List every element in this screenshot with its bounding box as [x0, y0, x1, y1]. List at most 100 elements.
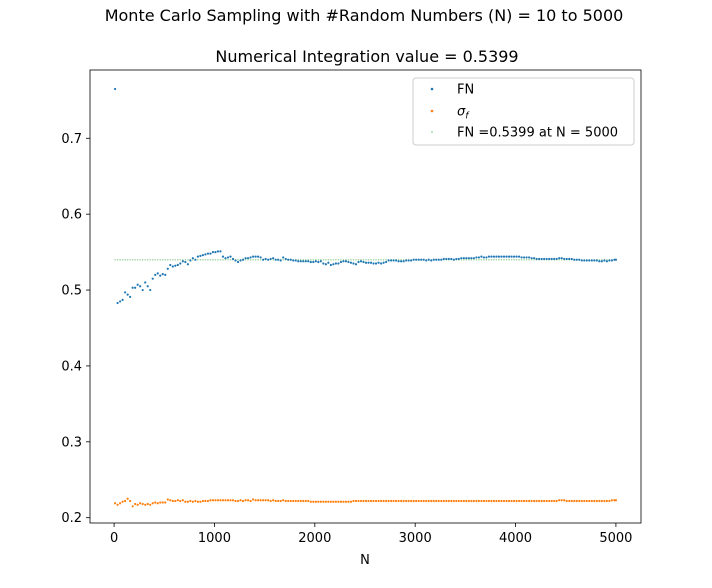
data-point-fn	[214, 251, 217, 254]
data-point-fn-reference	[229, 258, 232, 261]
data-point-sigma	[553, 499, 556, 503]
data-point-sigma	[442, 499, 445, 503]
data-point-fn-reference	[182, 258, 184, 261]
data-point-sigma	[470, 499, 473, 503]
data-point-fn	[502, 255, 506, 258]
data-point-fn-reference	[518, 258, 520, 261]
data-point-sigma	[545, 499, 548, 503]
data-point-sigma	[482, 499, 486, 503]
data-point-fn	[304, 260, 307, 263]
data-point-fn-reference	[222, 258, 224, 261]
data-point-fn	[568, 257, 571, 261]
data-point-sigma	[520, 499, 523, 503]
data-point-sigma	[129, 499, 132, 503]
data-point-fn-reference	[397, 258, 400, 261]
data-point-fn-reference	[330, 258, 332, 261]
data-point-fn	[359, 260, 363, 263]
x-tick-label: 5000	[599, 531, 632, 546]
data-point-fn-reference	[187, 258, 189, 261]
data-point-fn-reference	[483, 258, 485, 261]
chart-title: Monte Carlo Sampling with #Random Number…	[105, 6, 624, 25]
data-point-sigma	[605, 499, 608, 503]
data-point-sigma	[294, 499, 297, 503]
x-tick-label: 0	[110, 531, 118, 546]
series-layer	[113, 87, 618, 508]
x-tick-label: 3000	[399, 531, 432, 546]
data-point-fn-reference	[227, 258, 229, 261]
data-point-sigma	[510, 499, 513, 503]
data-point-sigma	[533, 499, 536, 503]
data-point-sigma	[613, 499, 616, 502]
data-point-sigma	[382, 499, 385, 503]
data-point-fn-reference	[367, 258, 370, 261]
data-point-fn	[284, 257, 287, 261]
data-point-sigma	[583, 499, 586, 503]
data-point-sigma	[505, 499, 508, 503]
data-point-fn-reference	[174, 258, 177, 261]
data-point-fn	[387, 259, 390, 262]
data-point-fn-reference	[508, 258, 510, 261]
data-point-fn	[415, 258, 418, 261]
data-point-fn	[467, 257, 470, 260]
data-point-fn	[226, 256, 230, 259]
data-point-sigma	[327, 500, 330, 503]
data-point-fn	[244, 257, 247, 260]
data-point-fn-reference	[380, 258, 382, 261]
data-point-fn	[251, 255, 255, 258]
data-point-fn	[334, 262, 337, 265]
data-point-fn-reference	[372, 258, 375, 261]
data-point-fn-reference	[192, 258, 194, 261]
data-point-fn-reference	[224, 258, 227, 261]
data-point-fn-reference	[498, 258, 500, 261]
data-point-fn-reference	[129, 258, 131, 261]
data-point-fn-reference	[488, 258, 490, 261]
data-point-fn	[477, 256, 481, 259]
data-point-sigma	[500, 499, 503, 503]
data-point-sigma	[206, 499, 210, 503]
data-point-sigma	[302, 499, 305, 503]
data-point-sigma	[262, 499, 265, 502]
data-point-fn	[272, 257, 275, 260]
legend-label: σf	[457, 105, 470, 122]
data-point-fn	[578, 258, 581, 261]
data-point-fn	[146, 285, 149, 288]
data-point-fn	[191, 257, 194, 260]
data-point-fn	[257, 255, 260, 258]
data-point-sigma	[299, 499, 302, 503]
data-point-fn-reference	[197, 258, 199, 261]
data-point-sigma	[560, 499, 563, 502]
data-point-sigma	[166, 498, 169, 501]
data-point-sigma	[279, 499, 282, 503]
data-point-fn	[141, 288, 144, 292]
data-point-sigma	[452, 499, 455, 503]
data-point-sigma	[236, 499, 240, 503]
data-point-fn	[124, 291, 127, 294]
data-point-sigma	[314, 500, 317, 503]
data-point-fn	[189, 259, 192, 262]
data-point-sigma	[204, 499, 207, 503]
data-point-fn-reference	[485, 258, 488, 261]
data-point-fn-reference	[362, 258, 365, 261]
data-point-fn-reference	[335, 258, 337, 261]
data-point-sigma	[277, 499, 280, 503]
data-point-fn	[186, 263, 189, 266]
data-point-fn-reference	[131, 258, 134, 261]
data-point-fn	[166, 267, 169, 270]
data-point-fn	[279, 259, 282, 262]
data-point-fn	[357, 260, 360, 264]
data-point-fn-reference	[315, 258, 317, 261]
data-point-fn	[427, 258, 430, 261]
data-point-sigma	[229, 499, 232, 502]
data-point-sigma	[257, 499, 260, 502]
data-point-fn	[440, 258, 443, 261]
data-point-fn	[229, 255, 232, 258]
legend-marker	[430, 87, 434, 91]
data-point-sigma	[588, 499, 591, 503]
data-point-sigma	[608, 499, 611, 503]
data-point-fn	[277, 258, 280, 261]
data-point-fn-reference	[204, 258, 207, 261]
data-point-fn	[329, 263, 332, 267]
data-point-fn-reference	[370, 258, 372, 261]
data-point-sigma	[282, 499, 285, 502]
data-point-fn	[262, 258, 265, 261]
